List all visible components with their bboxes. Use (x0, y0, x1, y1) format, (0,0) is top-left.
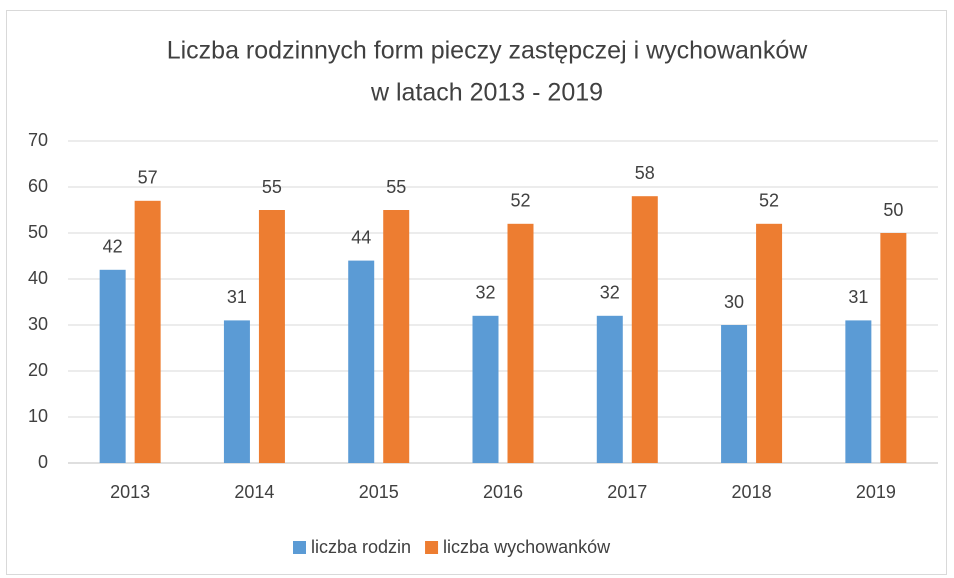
x-tick-label: 2017 (607, 482, 647, 502)
y-tick-label: 70 (28, 130, 48, 150)
data-label: 42 (103, 237, 123, 257)
y-tick-label: 0 (38, 452, 48, 472)
data-label: 30 (724, 292, 744, 312)
bar (756, 223, 783, 463)
chart-title: w latach 2013 - 2019 (370, 79, 603, 107)
data-label: 50 (883, 200, 903, 220)
x-tick-label: 2013 (110, 482, 150, 502)
x-tick-label: 2019 (856, 482, 896, 502)
data-label: 52 (759, 191, 779, 211)
bar (134, 200, 161, 464)
y-tick-label: 50 (28, 222, 48, 242)
bar (258, 210, 285, 463)
bar (383, 210, 410, 463)
data-label: 31 (227, 287, 247, 307)
y-tick-label: 10 (28, 406, 48, 426)
bar (348, 260, 375, 463)
legend-label: liczba rodzin (311, 537, 411, 557)
y-tick-label: 40 (28, 268, 48, 288)
legend-swatch (425, 541, 439, 554)
y-tick-label: 60 (28, 176, 48, 196)
data-label: 55 (386, 177, 406, 197)
y-tick-label: 30 (28, 314, 48, 334)
chart-title: Liczba rodzinnych form pieczy zastępczej… (167, 37, 808, 65)
chart-border (6, 10, 947, 575)
bar (472, 315, 499, 463)
bar (721, 325, 748, 463)
bar (223, 320, 250, 463)
data-label: 55 (262, 177, 282, 197)
legend-swatch (293, 541, 306, 554)
data-label: 32 (600, 283, 620, 303)
data-label: 44 (351, 227, 371, 247)
legend-label: liczba wychowanków (443, 537, 611, 557)
bar (99, 269, 126, 463)
data-label: 57 (138, 168, 158, 188)
x-tick-label: 2018 (732, 482, 772, 502)
bar (845, 320, 872, 463)
y-tick-label: 20 (28, 360, 48, 380)
bar (631, 196, 658, 463)
data-label: 32 (475, 283, 495, 303)
x-tick-label: 2014 (234, 482, 274, 502)
x-tick-label: 2015 (359, 482, 399, 502)
bar (596, 315, 623, 463)
bar (507, 223, 534, 463)
bar (880, 233, 907, 463)
x-tick-label: 2016 (483, 482, 523, 502)
data-label: 58 (635, 163, 655, 183)
data-label: 31 (848, 287, 868, 307)
data-label: 52 (510, 191, 530, 211)
